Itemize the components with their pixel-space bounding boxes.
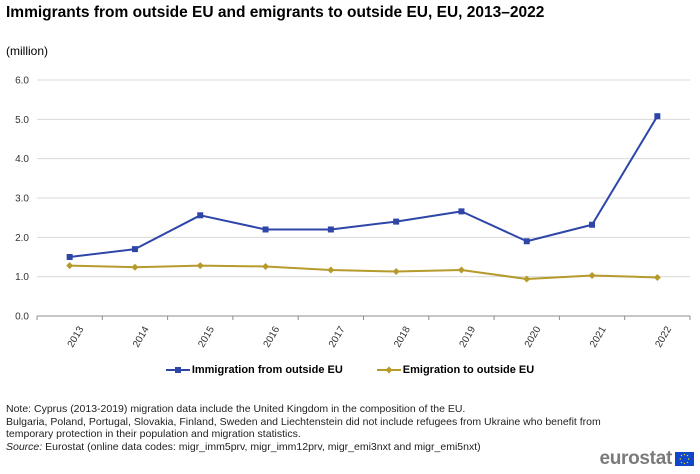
legend-marker-emigration [376,366,401,374]
data-point-immigration [654,113,661,120]
data-point-immigration [458,208,465,215]
data-point-immigration [327,226,334,233]
x-tick-label: 2013 [66,324,87,349]
x-tick-label: 2019 [458,324,479,349]
y-tick-label: 5.0 [15,115,29,126]
logo-text: eurostat [599,448,672,469]
data-point-emigration [588,271,596,279]
x-tick-label: 2021 [588,324,609,349]
data-point-emigration [392,268,400,276]
footnotes: Note: Cyprus (2013-2019) migration data … [6,403,606,453]
data-point-immigration [197,212,204,219]
data-point-immigration [393,218,400,225]
data-point-immigration [66,254,73,260]
source-text: Eurostat (online data codes: migr_imm5pr… [42,440,481,453]
data-point-emigration [457,266,465,274]
legend-label-emigration: Emigration to outside EU [402,364,535,376]
series-line-immigration [69,115,659,258]
series-line-emigration [69,264,658,281]
legend: Immigration from outside EU Emigration t… [0,364,700,376]
y-tick-label: 2.0 [15,233,29,244]
x-tick-label: 2017 [327,324,348,349]
y-tick-label: 3.0 [15,194,29,205]
eurostat-logo: eurostat [599,448,694,470]
data-point-immigration [589,221,596,228]
line-chart: 0.0 1.0 2.0 3.0 4.0 5.0 6.0 2013 2014 2015 2016 201… [15,76,691,350]
x-tick-label: 2020 [523,324,544,349]
data-point-emigration [262,262,270,270]
source-label: Source: [6,440,43,453]
data-point-emigration [327,266,335,274]
x-tick-label: 2016 [262,324,283,349]
data-point-immigration [262,226,269,233]
legend-item-emigration: Emigration to outside EU [376,364,535,376]
data-point-emigration [196,262,204,270]
chart-title: Immigrants from outside EU and emigrants… [6,4,545,21]
y-tick-label: 1.0 [15,272,29,283]
x-tick-label: 2022 [653,324,674,349]
source-line: Source: Eurostat (online data codes: mig… [6,441,606,454]
data-point-emigration [131,263,139,271]
data-point-immigration [523,238,530,245]
data-point-immigration [131,246,138,253]
eu-flag-icon [675,452,694,466]
y-tick-label: 0.0 [15,312,29,323]
data-point-emigration [523,275,531,283]
data-point-emigration [66,262,74,270]
data-point-emigration [653,273,661,281]
y-tick-label: 6.0 [15,76,29,87]
legend-marker-immigration [165,367,190,373]
x-tick-label: 2014 [131,324,152,349]
x-tick-label: 2015 [196,324,217,349]
x-tick-label: 2018 [392,324,413,349]
chart-subtitle: (million) [6,44,48,58]
legend-label-immigration: Immigration from outside EU [191,364,343,376]
y-tick-label: 4.0 [15,154,29,165]
note-line-2: Bulgaria, Poland, Portugal, Slovakia, Fi… [6,415,601,441]
legend-item-immigration: Immigration from outside EU [165,364,343,376]
note-line-1: Note: Cyprus (2013-2019) migration data … [6,403,466,415]
